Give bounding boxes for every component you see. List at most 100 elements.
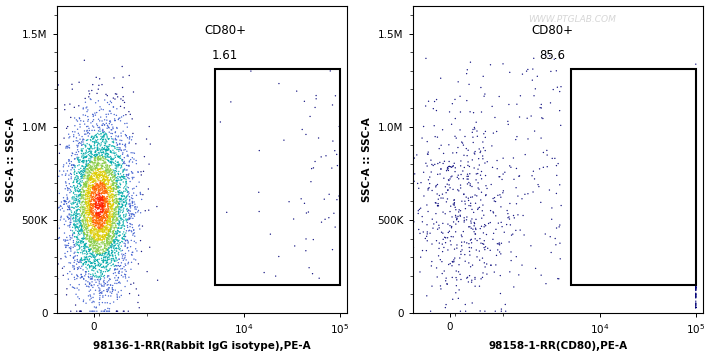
Point bbox=[84, 193, 95, 198]
Point bbox=[690, 152, 701, 158]
Point bbox=[412, 211, 424, 216]
Point bbox=[690, 158, 701, 164]
Point bbox=[99, 273, 110, 278]
Point bbox=[92, 146, 103, 152]
Point bbox=[98, 225, 109, 231]
Point bbox=[690, 166, 701, 172]
Point bbox=[90, 280, 102, 285]
Point bbox=[73, 158, 85, 164]
Point bbox=[95, 186, 106, 192]
Point bbox=[690, 201, 701, 207]
Point bbox=[77, 217, 88, 223]
Point bbox=[308, 237, 319, 242]
Point bbox=[690, 269, 701, 275]
Point bbox=[80, 169, 91, 175]
Point bbox=[110, 270, 121, 276]
Point bbox=[102, 222, 113, 227]
Point bbox=[690, 217, 701, 223]
Point bbox=[690, 246, 701, 252]
Point bbox=[690, 144, 701, 149]
Point bbox=[127, 159, 138, 165]
Point bbox=[69, 177, 80, 182]
Point bbox=[690, 168, 701, 174]
Point bbox=[98, 196, 109, 202]
Point bbox=[75, 157, 86, 163]
Point bbox=[690, 162, 701, 168]
Point bbox=[120, 243, 131, 249]
Point bbox=[110, 168, 121, 174]
Point bbox=[89, 184, 100, 190]
Point bbox=[92, 144, 103, 150]
Point bbox=[690, 222, 701, 228]
Point bbox=[114, 240, 125, 246]
Point bbox=[94, 173, 105, 178]
Point bbox=[690, 195, 701, 201]
Point bbox=[92, 197, 103, 203]
Point bbox=[115, 145, 126, 151]
Point bbox=[690, 241, 701, 247]
Point bbox=[690, 234, 701, 240]
Point bbox=[73, 197, 85, 203]
Point bbox=[114, 196, 125, 201]
Point bbox=[463, 260, 474, 266]
Point bbox=[100, 165, 112, 171]
Point bbox=[690, 194, 701, 200]
Point bbox=[105, 218, 117, 224]
Point bbox=[80, 241, 92, 246]
Point bbox=[97, 181, 108, 187]
Point bbox=[485, 262, 496, 268]
Point bbox=[690, 173, 701, 179]
Point bbox=[120, 261, 131, 267]
Point bbox=[113, 149, 125, 154]
Point bbox=[690, 191, 701, 197]
Point bbox=[93, 162, 104, 168]
Point bbox=[480, 244, 491, 250]
Point bbox=[89, 308, 100, 314]
Point bbox=[85, 240, 96, 245]
Point bbox=[77, 249, 88, 255]
Point bbox=[78, 160, 90, 166]
Point bbox=[132, 209, 144, 215]
Point bbox=[117, 74, 129, 80]
Point bbox=[73, 231, 84, 236]
Point bbox=[690, 147, 701, 153]
Point bbox=[82, 188, 93, 193]
Point bbox=[82, 233, 93, 238]
Point bbox=[100, 198, 111, 204]
Point bbox=[98, 288, 110, 293]
Point bbox=[690, 208, 701, 213]
Point bbox=[93, 300, 105, 306]
Point bbox=[690, 162, 701, 168]
Point bbox=[690, 151, 701, 157]
Point bbox=[459, 219, 470, 225]
Point bbox=[690, 207, 701, 212]
Point bbox=[71, 142, 83, 148]
Point bbox=[690, 186, 701, 192]
Point bbox=[553, 224, 565, 230]
Point bbox=[473, 248, 485, 254]
Point bbox=[112, 162, 124, 167]
Point bbox=[690, 215, 701, 220]
Point bbox=[108, 233, 120, 239]
Point bbox=[90, 191, 101, 196]
Point bbox=[503, 239, 515, 245]
Point bbox=[690, 182, 701, 188]
Point bbox=[491, 158, 503, 164]
Point bbox=[62, 249, 73, 255]
Point bbox=[95, 290, 106, 296]
Point bbox=[61, 160, 72, 166]
Point bbox=[125, 203, 136, 209]
Point bbox=[426, 259, 438, 265]
Point bbox=[95, 155, 106, 161]
Point bbox=[103, 247, 114, 252]
Point bbox=[690, 228, 701, 233]
Point bbox=[109, 193, 120, 198]
Point bbox=[100, 162, 112, 168]
Point bbox=[690, 145, 701, 150]
Point bbox=[85, 233, 96, 239]
Point bbox=[90, 163, 102, 169]
Point bbox=[690, 187, 701, 193]
Point bbox=[437, 195, 449, 201]
Point bbox=[98, 225, 110, 230]
Point bbox=[91, 174, 103, 180]
